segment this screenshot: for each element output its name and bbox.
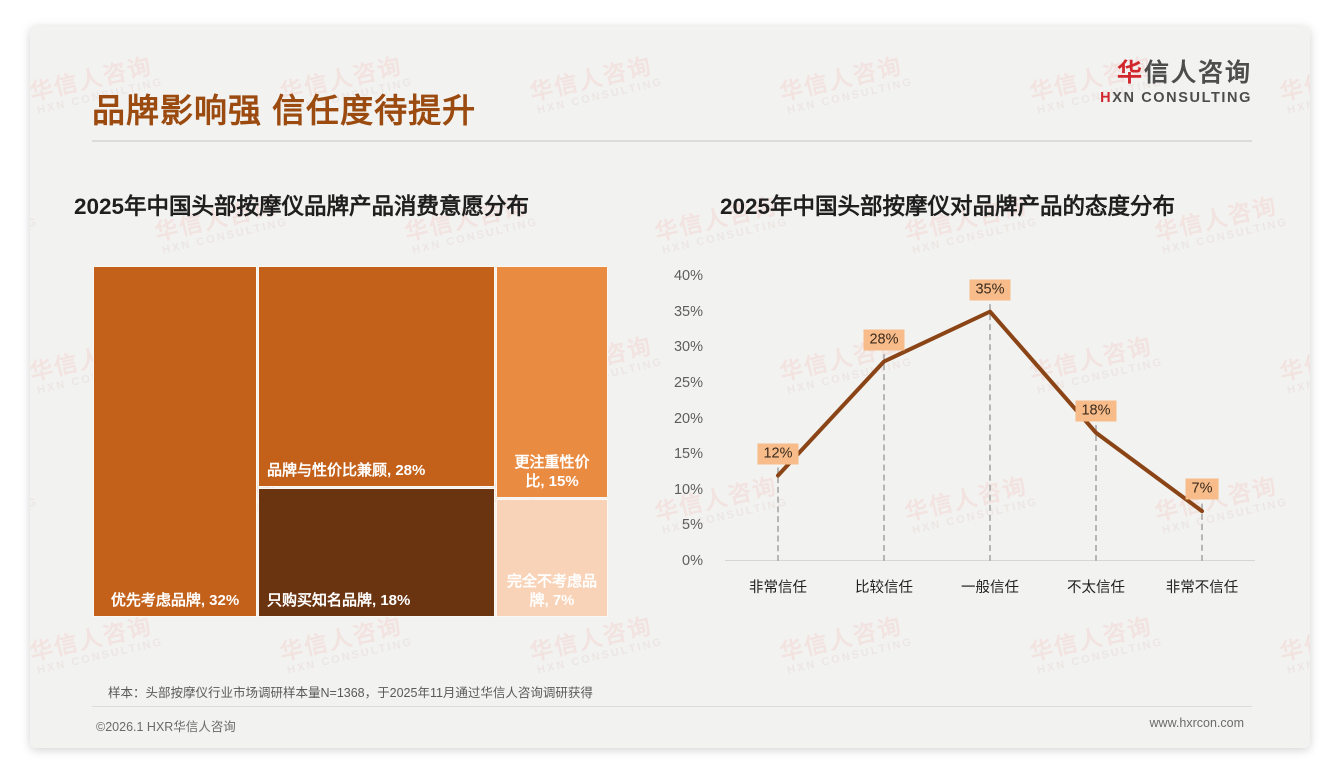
y-axis-tick-label: 30% bbox=[673, 339, 703, 356]
footer-divider bbox=[92, 706, 1252, 707]
line-chart: 12% 28% 35% 18% 7% 0% 5% 10% 15% 20% 25% 30% 35% 40%… bbox=[650, 266, 1270, 621]
page-title: 品牌影响强 信任度待提升 bbox=[92, 92, 477, 129]
y-axis-tick-label: 35% bbox=[673, 303, 703, 320]
x-axis-tick-label: 非常不信任 bbox=[1165, 580, 1239, 596]
logo-cn-rest: 信人咨询 bbox=[1143, 59, 1252, 87]
slide-header: 品牌影响强 信任度待提升 华信人咨询 HXN CONSULTING bbox=[30, 26, 1310, 146]
treemap-cell-label: 更注重性价比, 15% bbox=[514, 453, 590, 490]
treemap-cell-no-brand-consideration[interactable]: 完全不考虑品牌, 7% bbox=[496, 499, 608, 617]
left-chart-heading: 2025年中国头部按摩仪品牌产品消费意愿分布 bbox=[74, 194, 530, 219]
y-axis-tick-label: 10% bbox=[673, 481, 703, 498]
data-point-label: 12% bbox=[757, 443, 799, 464]
treemap-cell-label: 品牌与性价比兼顾, 28% bbox=[267, 461, 426, 479]
treemap-chart: 优先考虑品牌, 32% 品牌与性价比兼顾, 28% 只购买知名品牌, 18% 更… bbox=[93, 266, 608, 617]
treemap-cell-label: 完全不考虑品牌, 7% bbox=[506, 572, 597, 609]
gridline bbox=[777, 447, 779, 561]
treemap-cell-known-brands-only[interactable]: 只购买知名品牌, 18% bbox=[258, 488, 495, 617]
data-point-label: 28% bbox=[863, 329, 905, 350]
y-axis-tick-label: 0% bbox=[682, 553, 703, 569]
source-footnote: 样本：头部按摩仪行业市场调研样本量N=1368，于2025年11月通过华信人咨询… bbox=[108, 686, 593, 700]
right-chart-heading: 2025年中国头部按摩仪对品牌产品的态度分布 bbox=[720, 194, 1176, 219]
treemap-cell-priority-brand[interactable]: 优先考虑品牌, 32% bbox=[93, 266, 257, 617]
treemap-cell-label: 优先考虑品牌, 32% bbox=[110, 591, 240, 609]
title-divider bbox=[92, 140, 1252, 142]
line-series-svg bbox=[776, 309, 1204, 514]
data-point-label: 7% bbox=[1185, 478, 1219, 500]
y-axis-tick-label: 25% bbox=[673, 374, 703, 391]
gridline bbox=[883, 333, 885, 561]
footer-copyright: ©2026.1 HXR华信人咨询 bbox=[96, 720, 236, 734]
slide-canvas: 华信人咨询 HXN CONSULTING 华信人咨询 HXN CONSULTING 华信… bbox=[30, 26, 1310, 748]
treemap-cell-brand-value-balance[interactable]: 品牌与性价比兼顾, 28% bbox=[258, 266, 495, 487]
x-axis-tick-label: 一般信任 bbox=[961, 580, 1019, 596]
logo-chinese-text: 华信人咨询 bbox=[1062, 59, 1252, 88]
gridline bbox=[1095, 404, 1097, 561]
y-axis-tick-label: 20% bbox=[673, 410, 703, 427]
y-axis-tick-label: 40% bbox=[673, 268, 703, 284]
treemap-cell-value-focused[interactable]: 更注重性价比, 15% bbox=[496, 266, 608, 498]
data-point-label: 18% bbox=[1075, 400, 1117, 422]
logo-cn-accent: 华 bbox=[1116, 59, 1144, 87]
x-axis-tick-label: 不太信任 bbox=[1067, 580, 1125, 596]
gridline bbox=[1201, 483, 1203, 561]
logo-en-accent: H bbox=[1100, 89, 1113, 106]
logo-english-text: HXN CONSULTING bbox=[1062, 90, 1252, 106]
line-chart-plot-area: 12% 28% 35% 18% 7% 0% 5% 10% 15% 20% 25% 30% 35% 40%… bbox=[674, 268, 1255, 596]
gridline bbox=[989, 283, 991, 561]
y-axis-tick-label: 15% bbox=[673, 446, 703, 463]
y-axis-tick-label: 5% bbox=[682, 517, 703, 534]
treemap-cell-label: 只购买知名品牌, 18% bbox=[267, 591, 411, 609]
x-axis-tick-label: 比较信任 bbox=[855, 580, 913, 596]
logo-en-rest: XN CONSULTING bbox=[1112, 89, 1252, 106]
x-axis-tick-label: 非常信任 bbox=[749, 580, 807, 596]
data-point-label: 35% bbox=[969, 279, 1011, 301]
company-logo: 华信人咨询 HXN CONSULTING bbox=[1062, 59, 1252, 106]
footer-website[interactable]: www.hxrcon.com bbox=[1149, 716, 1244, 730]
